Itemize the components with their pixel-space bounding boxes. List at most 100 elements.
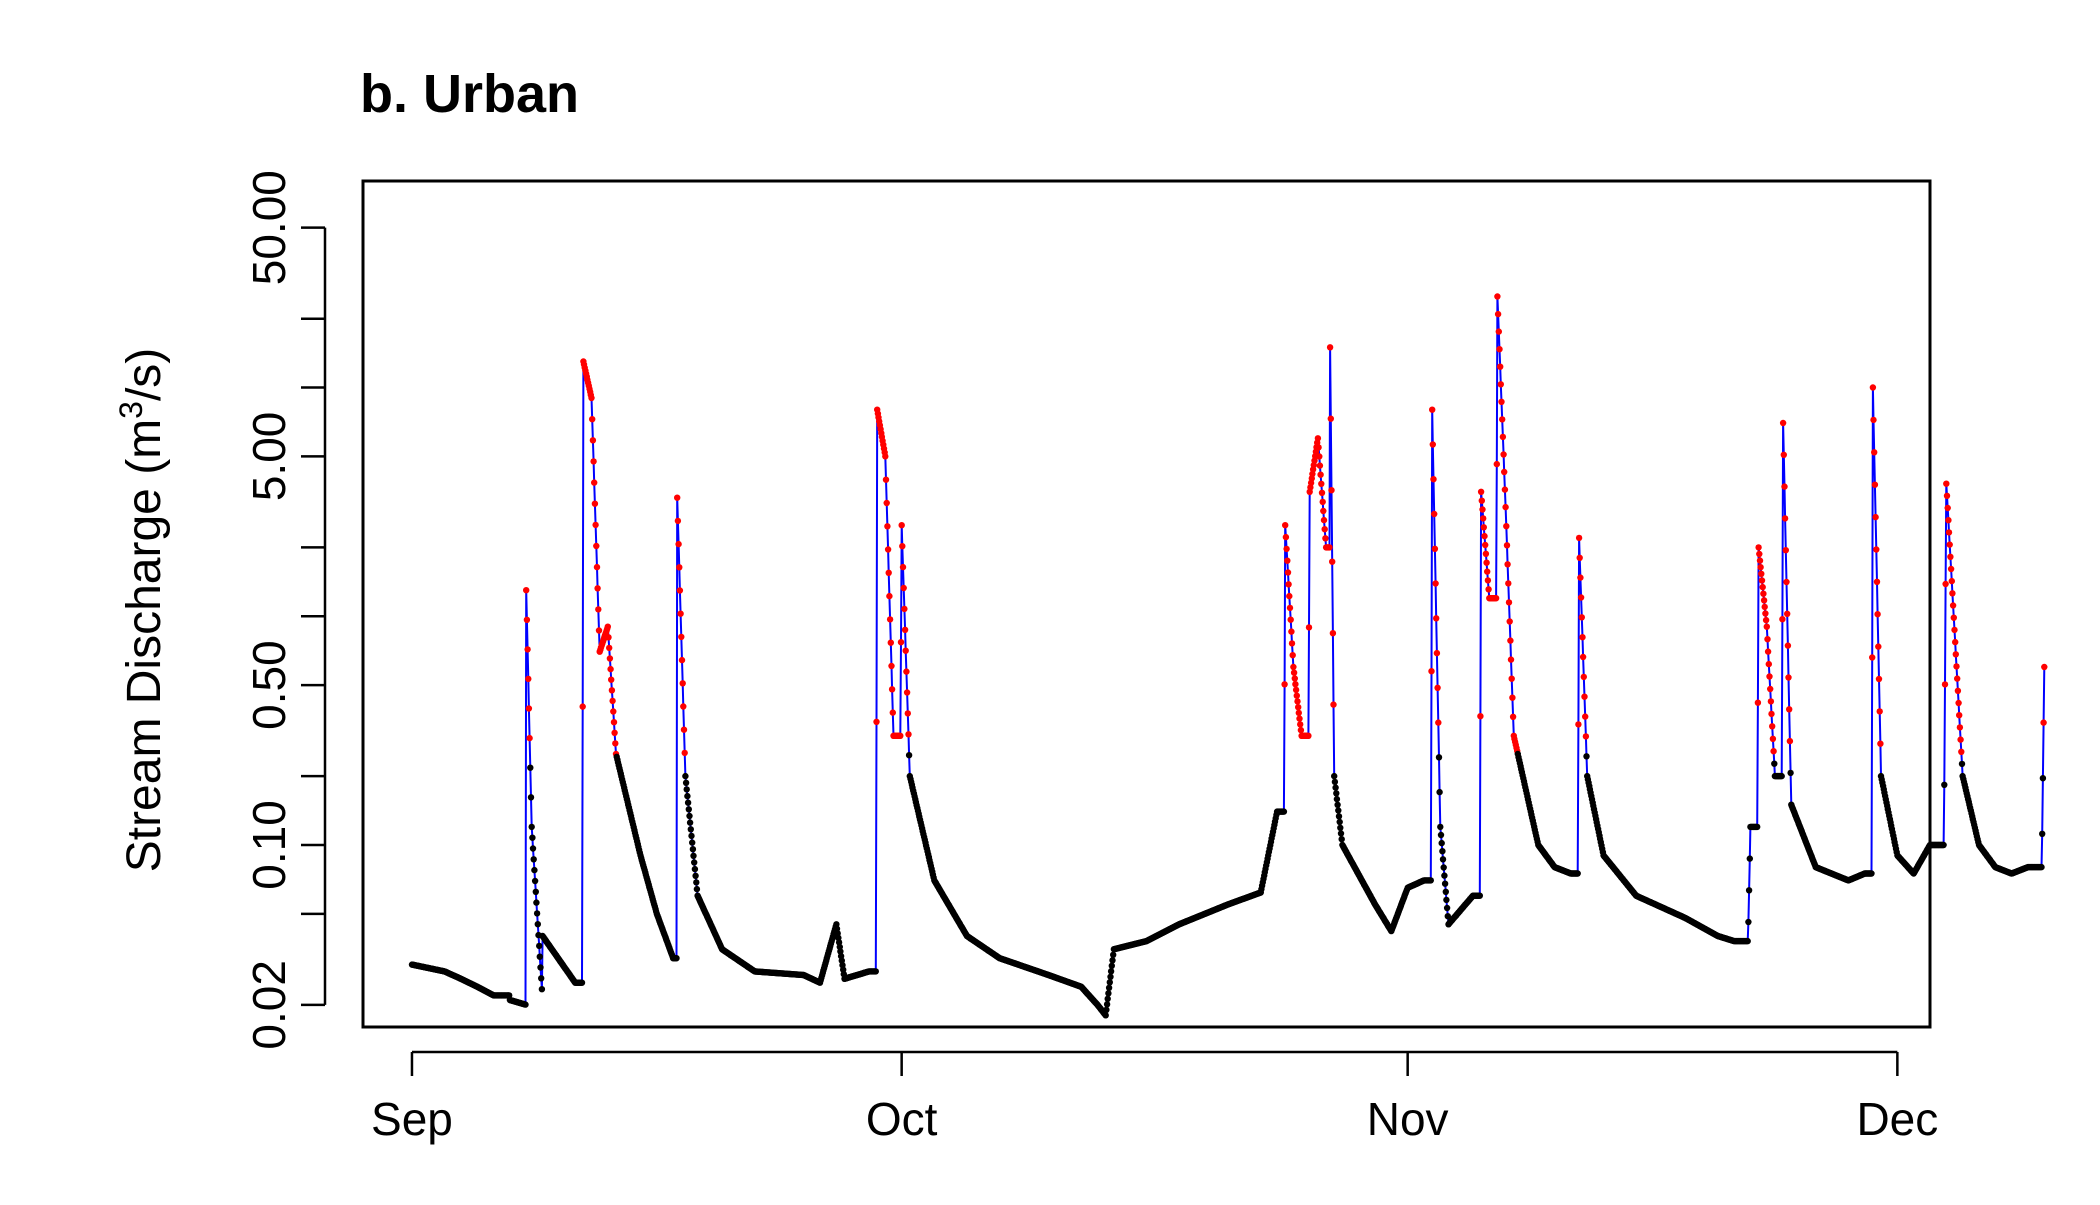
data-point-low — [685, 806, 692, 813]
data-point-high — [1954, 675, 1961, 682]
data-point-low — [527, 764, 534, 771]
data-point-high — [1956, 724, 1964, 731]
data-point-low — [1337, 830, 1345, 837]
data-point-high — [1784, 610, 1791, 617]
data-point-high — [1492, 595, 1500, 602]
data-point-low — [684, 792, 691, 800]
data-point-high — [1955, 699, 1962, 707]
data-point-high — [1760, 590, 1767, 597]
data-point-high — [1509, 694, 1516, 701]
data-point-high — [1297, 721, 1304, 728]
data-point-low — [1438, 839, 1445, 847]
data-point-high — [595, 606, 602, 613]
data-point-high — [1498, 398, 1505, 405]
data-point-high — [1429, 406, 1436, 413]
data-point-high — [1292, 681, 1299, 688]
data-point-high — [1295, 709, 1303, 717]
data-point-high — [1293, 692, 1301, 699]
data-point-high — [1482, 541, 1489, 549]
data-point-high — [899, 543, 906, 550]
data-point-low — [1105, 984, 1113, 991]
data-point-high — [1578, 614, 1586, 621]
data-point-high — [885, 569, 892, 576]
data-point-high — [523, 587, 530, 594]
data-point-high — [1875, 643, 1882, 650]
data-point-high — [1875, 675, 1883, 683]
y-tick-label: 50.00 — [243, 170, 295, 285]
data-point-low — [1102, 1012, 1109, 1019]
data-point-high — [1947, 553, 1954, 560]
data-point-high — [1762, 610, 1769, 617]
data-point-high — [1764, 636, 1771, 643]
data-point-high — [901, 605, 908, 613]
data-point-low — [691, 859, 698, 866]
data-point-low — [692, 872, 699, 879]
data-point-high — [606, 644, 613, 652]
data-point-high — [612, 740, 619, 747]
data-point-high — [1780, 451, 1788, 458]
data-point-high — [1947, 565, 1955, 573]
x-tick-label: Dec — [1856, 1093, 1938, 1145]
data-point-high — [1575, 721, 1582, 728]
data-point-high — [1766, 673, 1773, 680]
data-point-high — [901, 626, 909, 633]
data-point-high — [1321, 526, 1328, 533]
data-point-low — [1439, 856, 1447, 863]
data-point-low — [1868, 870, 1875, 877]
data-point-high — [1290, 663, 1297, 671]
data-point-high — [591, 500, 599, 507]
data-point-low — [1333, 795, 1341, 803]
data-point-low — [1442, 888, 1450, 895]
data-point-low — [686, 812, 693, 820]
data-point-high — [1497, 363, 1504, 370]
data-point-high — [1767, 698, 1775, 705]
data-point-high — [1785, 674, 1792, 681]
data-point-low — [690, 852, 697, 859]
data-point-low — [532, 888, 539, 895]
data-point-high — [1757, 564, 1764, 571]
data-point-high — [873, 718, 880, 725]
data-point-high — [1941, 681, 1949, 688]
data-point-high — [595, 627, 603, 634]
data-point-high — [1292, 686, 1300, 694]
data-point-high — [1943, 480, 1950, 487]
data-point-high — [1290, 669, 1298, 676]
data-point-high — [1877, 740, 1884, 747]
data-point-high — [1765, 660, 1773, 668]
data-point-low — [689, 846, 697, 853]
data-point-high — [1869, 654, 1876, 661]
data-point-high — [882, 453, 889, 460]
data-point-high — [606, 655, 614, 662]
data-point-low — [1574, 870, 1581, 877]
data-point-high — [525, 705, 533, 712]
data-point-high — [1507, 637, 1514, 644]
data-point-high — [2040, 719, 2047, 726]
data-point-high — [1952, 638, 1959, 646]
data-point-high — [1485, 586, 1492, 593]
data-point-high — [610, 708, 617, 715]
data-point-low — [533, 910, 541, 917]
data-point-high — [1872, 513, 1879, 521]
data-point-low — [522, 1001, 529, 1008]
data-point-high — [1284, 557, 1291, 564]
data-point-low — [527, 794, 535, 801]
data-point-high — [1767, 685, 1774, 693]
data-point-high — [884, 546, 892, 553]
data-point-high — [1433, 649, 1441, 657]
y-axis-label-main: Stream Discharge (m — [118, 419, 171, 872]
data-point-high — [1497, 381, 1505, 388]
data-point-low — [1958, 760, 1966, 768]
data-point-high — [1434, 684, 1441, 691]
data-point-low — [688, 832, 695, 840]
data-point-high — [1494, 310, 1502, 318]
data-point-high — [1318, 489, 1326, 496]
data-point-low — [689, 839, 696, 846]
data-point-low — [682, 779, 690, 786]
data-point-high — [1786, 737, 1794, 745]
data-point-low — [682, 772, 689, 780]
data-point-low — [1745, 918, 1752, 926]
data-point-high — [1950, 614, 1958, 621]
data-point-high — [1500, 451, 1507, 458]
data-point-high — [1760, 597, 1768, 604]
